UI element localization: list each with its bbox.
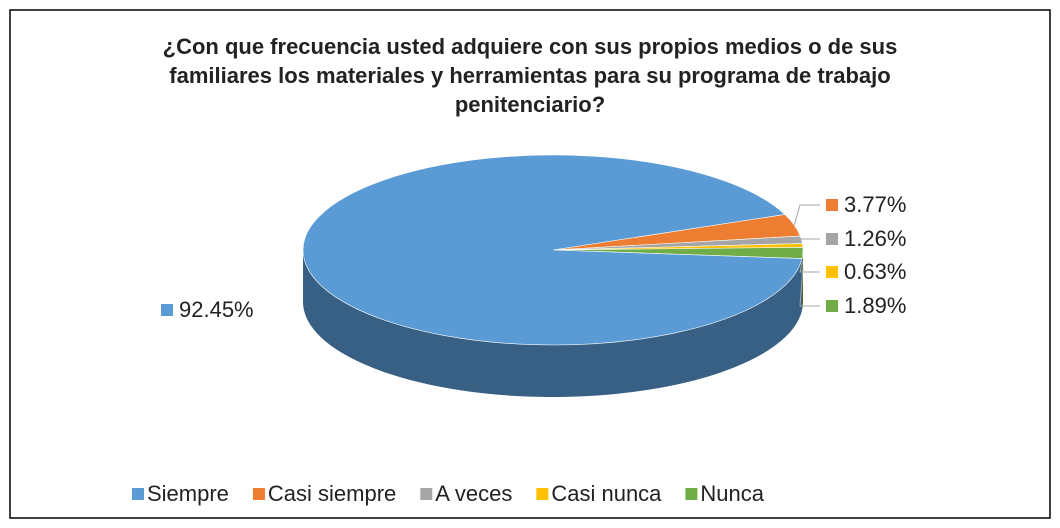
legend-label: Casi siempre [268,481,396,506]
legend-label: A veces [435,481,512,506]
label-swatch [826,300,838,312]
label-swatch [826,233,838,245]
label-swatch [826,199,838,211]
data-label: 92.45% [179,297,254,322]
leader-line [793,204,820,226]
legend-label: Casi nunca [551,481,662,506]
leader-line [799,260,820,273]
leader-line [799,268,820,307]
slice-side [303,250,802,398]
legend-swatch [132,488,144,500]
chart-title: ¿Con que frecuencia usted adquiere con s… [162,34,898,117]
data-label: 0.63% [844,259,906,284]
legend-swatch [420,488,433,500]
legend-swatch [252,488,265,500]
data-label: 3.77% [844,192,906,217]
label-swatch [826,266,838,278]
leader-line [799,238,820,241]
data-label: 1.89% [844,293,906,318]
slice-side [801,250,803,311]
data-label: 1.26% [844,226,906,251]
legend-swatch [685,488,698,500]
slice [302,154,803,346]
legend-label: Siempre [147,481,229,506]
label-swatch [161,304,173,316]
legend-label: Nunca [700,481,764,506]
legend-swatch [536,488,549,500]
